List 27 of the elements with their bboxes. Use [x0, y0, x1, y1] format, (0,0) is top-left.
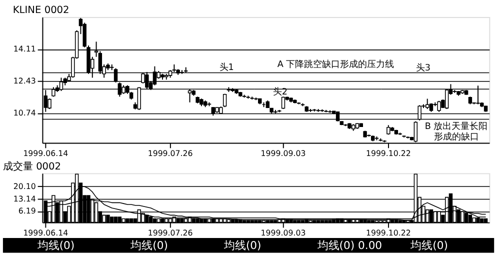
- chart-title: KLINE 0002: [12, 5, 70, 16]
- y-tick-label: 14.11: [13, 44, 36, 54]
- y-tick-label: 10.74: [13, 108, 36, 118]
- annotation: A 下降跳空缺口形成的压力线: [277, 59, 394, 70]
- x-tick-label: 1999.07.26: [148, 228, 193, 238]
- text: 均线(0) 0.00: [316, 238, 382, 252]
- y-tick-label: 20.10: [13, 182, 36, 191]
- x-tick-label: 1999.06.14: [23, 228, 68, 238]
- annotation: 头3: [416, 62, 431, 74]
- text: 均线(0): [36, 238, 75, 252]
- annotation: 头1: [219, 62, 234, 74]
- x-tick-label: 1999.06.14: [23, 149, 68, 158]
- x-tick-label: 1999.07.26: [148, 149, 193, 158]
- chart-title: 成交量 0002: [2, 160, 62, 172]
- x-tick-label: 1999.10.22: [366, 228, 411, 238]
- annotation: B 放出天量长阳: [424, 120, 488, 132]
- x-tick-label: 1999.09.03: [260, 228, 306, 238]
- annotation: 头2: [272, 86, 288, 98]
- text: 均线(0): [410, 238, 448, 252]
- text: 均线(0): [222, 238, 262, 252]
- y-tick-label: 6.19: [18, 206, 36, 216]
- text: 均线(0): [130, 238, 168, 252]
- annotation: 形成的缺口: [434, 132, 479, 143]
- x-tick-label: 1999.09.03: [260, 149, 306, 158]
- y-tick-label: 13.14: [13, 194, 36, 204]
- x-tick-label: 1999.10.22: [366, 149, 411, 158]
- y-tick-label: 12.43: [13, 76, 36, 86]
